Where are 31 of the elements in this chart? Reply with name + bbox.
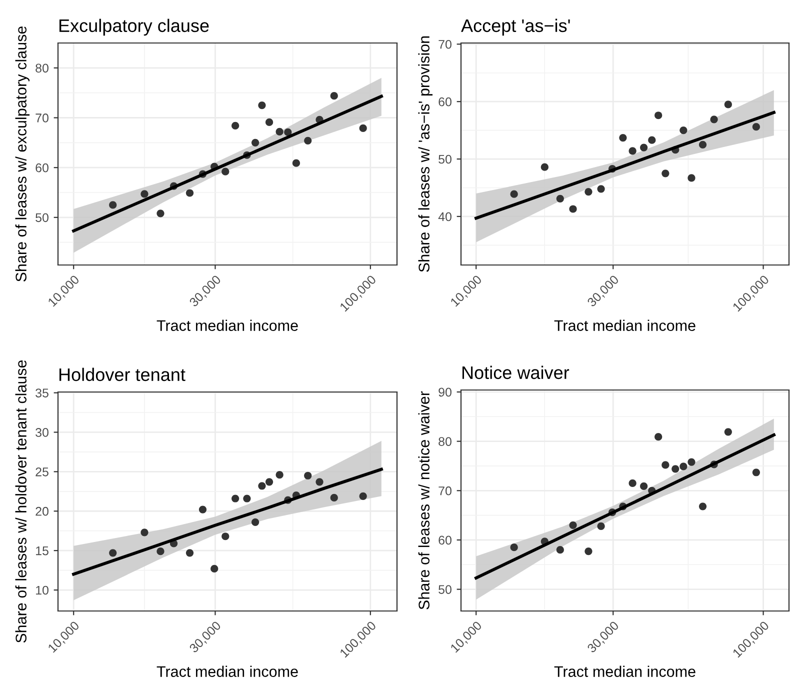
x-axis-title: Tract median income — [554, 320, 696, 331]
y-tick-label: 90 — [438, 388, 452, 397]
y-tick-label: 30 — [36, 428, 48, 437]
y-tick-label: 35 — [36, 388, 48, 398]
y-axis-title: Share of leases w/ exculpatory clause — [15, 26, 30, 282]
y-axis-title: Share of leases w/ holdover tenant clause — [15, 360, 26, 643]
y-tick-label: 40 — [438, 212, 452, 222]
y-tick-label: 50 — [438, 154, 452, 164]
y-tick-label: 80 — [36, 64, 48, 73]
y-tick-label: 15 — [36, 546, 48, 556]
chart-title: Exculpatory clause — [59, 18, 209, 36]
y-axis-title: Share of leases w/ 'as−is' provision — [418, 36, 433, 272]
x-axis-title: Tract median income — [156, 320, 298, 331]
y-tick-label: 60 — [36, 163, 48, 172]
y-tick-label: 70 — [438, 486, 452, 496]
y-tick-label: 60 — [438, 536, 452, 545]
y-tick-label: 70 — [36, 114, 48, 122]
x-axis-title: Tract median income — [156, 666, 298, 677]
y-tick-label: 60 — [438, 97, 452, 106]
y-tick-label: 50 — [36, 213, 48, 222]
y-tick-label: 20 — [36, 506, 48, 516]
y-tick-label: 70 — [438, 40, 452, 49]
y-tick-label: 80 — [438, 437, 452, 446]
y-axis-title: Share of leases w/ notice waiver — [418, 391, 430, 610]
y-tick-label: 10 — [36, 586, 48, 595]
chart-title: Holdover tenant — [59, 368, 186, 382]
chart-title: Notice waiver — [462, 366, 570, 380]
x-axis-title: Tract median income — [554, 666, 696, 677]
y-tick-label: 25 — [36, 467, 48, 476]
y-tick-label: 50 — [438, 585, 452, 594]
chart-title: Accept 'as−is' — [461, 18, 570, 36]
